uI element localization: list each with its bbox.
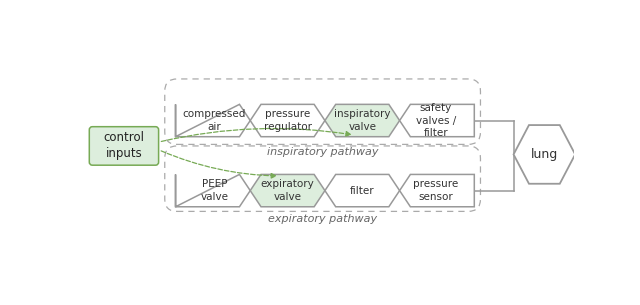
Text: inspiratory pathway: inspiratory pathway	[267, 148, 378, 157]
Polygon shape	[399, 174, 474, 207]
Text: control
inputs: control inputs	[104, 131, 145, 160]
Text: compressed
air: compressed air	[183, 109, 246, 132]
Text: pressure
regulator: pressure regulator	[264, 109, 312, 132]
Polygon shape	[325, 104, 399, 137]
Text: expiratory pathway: expiratory pathway	[268, 214, 377, 224]
Text: inspiratory
valve: inspiratory valve	[334, 109, 390, 132]
Text: expiratory
valve: expiratory valve	[260, 179, 314, 202]
Polygon shape	[250, 174, 325, 207]
FancyBboxPatch shape	[90, 127, 159, 165]
Text: safety
valves /
filter: safety valves / filter	[416, 103, 456, 138]
Text: filter: filter	[350, 186, 374, 196]
Polygon shape	[250, 104, 325, 137]
Text: pressure
sensor: pressure sensor	[413, 179, 458, 202]
Polygon shape	[513, 125, 575, 184]
Polygon shape	[325, 174, 399, 207]
Text: PEEP
valve: PEEP valve	[200, 179, 228, 202]
Polygon shape	[399, 104, 474, 137]
Text: lung: lung	[531, 148, 558, 161]
Polygon shape	[175, 174, 250, 207]
Polygon shape	[175, 104, 250, 137]
